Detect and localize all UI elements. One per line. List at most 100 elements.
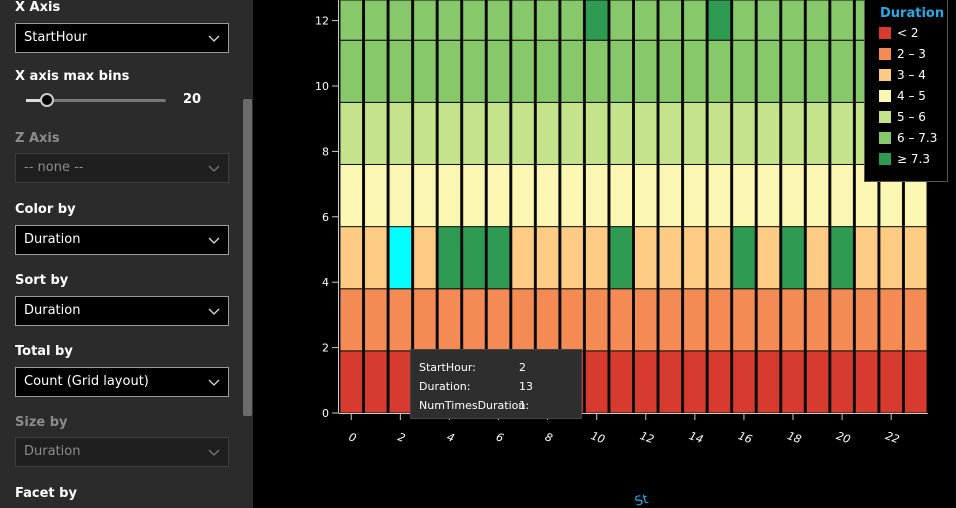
heatmap-cell[interactable] [437, 226, 462, 290]
heatmap-cell[interactable] [756, 163, 781, 228]
heatmap-cell[interactable] [486, 288, 511, 352]
heatmap-cell[interactable] [388, 163, 413, 228]
heatmap-cell[interactable] [511, 226, 535, 290]
heatmap-cell[interactable] [511, 101, 535, 165]
heatmap-cell[interactable] [732, 288, 756, 352]
heatmap-cell[interactable] [609, 226, 634, 290]
heatmap-cell[interactable] [756, 39, 781, 103]
heatmap-cell[interactable] [609, 39, 634, 103]
heatmap-cell[interactable] [413, 288, 437, 352]
heatmap-cell[interactable] [683, 39, 707, 103]
heatmap-cell[interactable] [830, 0, 854, 41]
heatmap-cell[interactable] [756, 288, 781, 352]
heatmap-cell[interactable] [781, 39, 805, 103]
color-by-select[interactable]: Duration [15, 225, 229, 255]
heatmap-cell[interactable] [364, 288, 388, 352]
heatmap-cell[interactable] [634, 288, 658, 352]
heatmap-cell[interactable] [609, 163, 634, 228]
heatmap-cell[interactable] [388, 288, 413, 352]
heatmap-cell[interactable] [634, 163, 658, 228]
heatmap-cell[interactable] [634, 0, 658, 41]
heatmap-cell[interactable] [707, 0, 732, 41]
heatmap-cell[interactable] [732, 163, 756, 228]
heatmap-cell[interactable] [560, 0, 584, 41]
heatmap-cell[interactable] [388, 101, 413, 165]
heatmap-cell[interactable] [634, 39, 658, 103]
heatmap-cell[interactable] [413, 39, 437, 103]
heatmap-cell[interactable] [560, 101, 584, 165]
heatmap-cell[interactable] [732, 101, 756, 165]
heatmap-cell[interactable] [413, 226, 437, 290]
heatmap-cell[interactable] [462, 163, 486, 228]
heatmap-cell[interactable] [584, 226, 609, 290]
heatmap-cell[interactable] [781, 226, 805, 290]
heatmap-cell[interactable] [584, 163, 609, 228]
heatmap-cell[interactable] [781, 163, 805, 228]
panel-scrollbar[interactable] [243, 99, 252, 416]
heatmap-cell[interactable] [339, 350, 364, 414]
heatmap-cell[interactable] [903, 288, 928, 352]
heatmap-cell[interactable] [903, 350, 928, 414]
heatmap-cell[interactable] [364, 350, 388, 414]
heatmap-cell[interactable] [339, 226, 364, 290]
heatmap-cell[interactable] [511, 163, 535, 228]
heatmap-cell[interactable] [486, 226, 511, 290]
heatmap-cell[interactable] [486, 0, 511, 41]
heatmap-cell[interactable] [437, 101, 462, 165]
heatmap-cell[interactable] [511, 288, 535, 352]
heatmap-cell[interactable] [560, 163, 584, 228]
heatmap-cell[interactable] [364, 101, 388, 165]
bins-slider-track[interactable] [26, 99, 166, 102]
heatmap-cell[interactable] [658, 226, 683, 290]
heatmap-cell[interactable] [658, 0, 683, 41]
heatmap-cell[interactable] [658, 39, 683, 103]
heatmap-cell[interactable] [364, 0, 388, 41]
heatmap-cell[interactable] [413, 101, 437, 165]
heatmap-cell[interactable] [339, 0, 364, 41]
heatmap-cell[interactable] [903, 226, 928, 290]
heatmap-cell[interactable] [339, 163, 364, 228]
heatmap-cell[interactable] [854, 350, 879, 414]
heatmap-cell[interactable] [707, 288, 732, 352]
heatmap-cell[interactable] [732, 0, 756, 41]
heatmap-cell[interactable] [535, 101, 560, 165]
heatmap-cell[interactable] [584, 350, 609, 414]
heatmap-cell[interactable] [805, 101, 830, 165]
heatmap-cell[interactable] [339, 101, 364, 165]
heatmap-cell[interactable] [756, 0, 781, 41]
heatmap-cell[interactable] [830, 226, 854, 290]
heatmap-cell[interactable] [388, 39, 413, 103]
heatmap-cell[interactable] [462, 288, 486, 352]
heatmap-cell[interactable] [437, 288, 462, 352]
heatmap-cell[interactable] [830, 39, 854, 103]
sort-by-select[interactable]: Duration [15, 296, 229, 326]
heatmap-cell[interactable] [486, 39, 511, 103]
heatmap-cell[interactable] [462, 39, 486, 103]
heatmap-cell[interactable] [388, 350, 413, 414]
heatmap-cell[interactable] [683, 163, 707, 228]
heatmap-cell[interactable] [756, 350, 781, 414]
x-axis-select[interactable]: StartHour [15, 23, 229, 53]
heatmap-cell[interactable] [658, 101, 683, 165]
heatmap-cell[interactable] [535, 0, 560, 41]
heatmap-cell[interactable] [560, 39, 584, 103]
heatmap-cell[interactable] [732, 226, 756, 290]
heatmap-cell[interactable] [830, 101, 854, 165]
heatmap-cell[interactable] [707, 163, 732, 228]
heatmap-cell[interactable] [879, 226, 903, 290]
heatmap-cell[interactable] [560, 226, 584, 290]
heatmap-cell[interactable] [584, 0, 609, 41]
heatmap-cell[interactable] [437, 0, 462, 41]
heatmap-cell[interactable] [732, 39, 756, 103]
heatmap-cell[interactable] [707, 39, 732, 103]
heatmap-cell[interactable] [879, 350, 903, 414]
heatmap-cell[interactable] [707, 350, 732, 414]
heatmap-cell[interactable] [707, 101, 732, 165]
heatmap-cell[interactable] [535, 226, 560, 290]
heatmap-cell[interactable] [584, 39, 609, 103]
heatmap-cell[interactable] [658, 163, 683, 228]
heatmap-cell[interactable] [388, 226, 413, 290]
heatmap-cell[interactable] [535, 288, 560, 352]
heatmap-cell[interactable] [437, 163, 462, 228]
heatmap-cell[interactable] [805, 226, 830, 290]
